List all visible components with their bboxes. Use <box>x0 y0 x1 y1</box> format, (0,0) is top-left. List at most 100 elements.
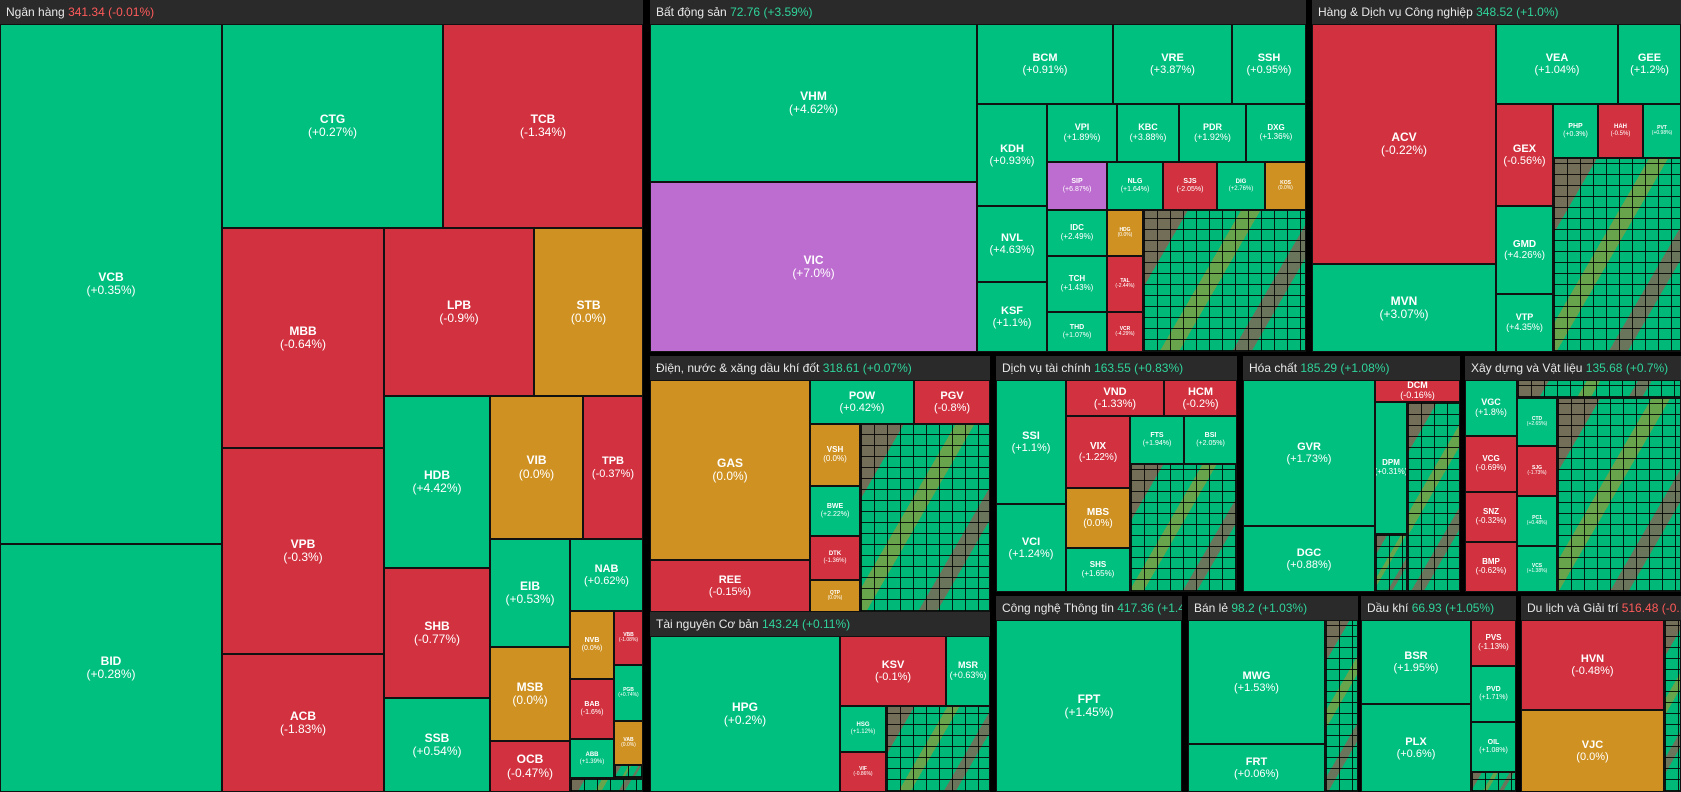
sector-header[interactable]: Xây dựng và Vật liệu 135.68 (+0.7%) <box>1465 356 1681 380</box>
sector-header[interactable]: Du lịch và Giải trí 516.48 (-0... <box>1521 596 1681 620</box>
stock-tile-dtk[interactable]: DTK (-1.36%) <box>810 536 860 580</box>
stock-tile-lpb[interactable]: LPB (-0.9%) <box>384 228 534 396</box>
stock-tile-sjg[interactable]: SJG (-1.73%) <box>1517 446 1557 496</box>
stock-tile-vif[interactable]: VIF (-0.86%) <box>840 752 886 792</box>
stock-tile-nvb[interactable]: NVB (0.0%) <box>570 611 614 679</box>
stock-tile-vtp[interactable]: VTP (+4.35%) <box>1496 294 1553 352</box>
stock-tile-stb[interactable]: STB (0.0%) <box>534 228 643 396</box>
stock-tile-vci[interactable]: VCI (+1.24%) <box>996 504 1066 592</box>
stock-tile-gex[interactable]: GEX (-0.56%) <box>1496 104 1553 206</box>
stock-tile-eib[interactable]: EIB (+0.53%) <box>490 539 570 647</box>
stock-tile-thd[interactable]: THD (+1.07%) <box>1047 312 1107 352</box>
small-caps-cluster[interactable] <box>570 778 643 792</box>
stock-tile-sip[interactable]: SIP (+6.87%) <box>1047 162 1107 210</box>
sector-header[interactable]: Tài nguyên Cơ bản 143.24 (+0.11%) <box>650 612 990 636</box>
stock-tile-ssb[interactable]: SSB (+0.54%) <box>384 698 490 792</box>
stock-tile-vnd[interactable]: VND (-1.33%) <box>1066 380 1164 416</box>
stock-tile-bid[interactable]: BID (+0.28%) <box>0 544 222 792</box>
stock-tile-vgc[interactable]: VGC (+1.8%) <box>1465 380 1517 436</box>
stock-tile-sjs[interactable]: SJS (-2.05%) <box>1163 162 1217 210</box>
sector-header[interactable]: Ngân hàng 341.34 (-0.01%) <box>0 0 643 24</box>
small-caps-cluster[interactable] <box>1517 380 1681 398</box>
stock-tile-fpt[interactable]: FPT (+1.45%) <box>996 620 1182 792</box>
stock-tile-vea[interactable]: VEA (+1.04%) <box>1496 24 1618 104</box>
stock-tile-idc[interactable]: IDC (+2.49%) <box>1047 210 1107 256</box>
small-caps-cluster[interactable] <box>1143 210 1306 352</box>
stock-tile-vpb[interactable]: VPB (-0.3%) <box>222 448 384 654</box>
stock-tile-vcg[interactable]: VCG (-0.69%) <box>1465 436 1517 492</box>
sector-header[interactable]: Bất động sản 72.76 (+3.59%) <box>650 0 1306 24</box>
stock-tile-vcb[interactable]: VCB (+0.35%) <box>0 24 222 544</box>
stock-tile-gas[interactable]: GAS (0.0%) <box>650 380 810 560</box>
stock-tile-msr[interactable]: MSR (+0.63%) <box>946 636 990 706</box>
stock-tile-acb[interactable]: ACB (-1.83%) <box>222 654 384 792</box>
stock-tile-vab[interactable]: VAB (0.0%) <box>614 721 643 765</box>
stock-tile-ocb[interactable]: OCB (-0.47%) <box>490 741 570 792</box>
stock-tile-pvt[interactable]: PVT (+0.98%) <box>1643 104 1681 158</box>
small-caps-cluster[interactable] <box>1664 620 1681 792</box>
stock-tile-pvs[interactable]: PVS (-1.13%) <box>1471 620 1516 666</box>
stock-tile-vix[interactable]: VIX (-1.22%) <box>1066 416 1130 488</box>
stock-tile-ksf[interactable]: KSF (+1.1%) <box>977 282 1047 352</box>
stock-tile-ksv[interactable]: KSV (-0.1%) <box>840 636 946 706</box>
sector-header[interactable]: Hóa chất 185.29 (+1.08%) <box>1243 356 1460 380</box>
sector-header[interactable]: Dịch vụ tài chính 163.55 (+0.83%) <box>996 356 1237 380</box>
small-caps-cluster[interactable] <box>1407 402 1460 592</box>
stock-tile-hah[interactable]: HAH (-0.5%) <box>1598 104 1643 158</box>
small-caps-cluster[interactable] <box>1553 158 1681 352</box>
stock-tile-oil[interactable]: OIL (+1.08%) <box>1471 722 1516 772</box>
stock-tile-tal[interactable]: TAL (-2.44%) <box>1107 256 1143 312</box>
stock-tile-gvr[interactable]: GVR (+1.73%) <box>1243 380 1375 526</box>
stock-tile-bsr[interactable]: BSR (+1.95%) <box>1361 620 1471 704</box>
stock-tile-ssi[interactable]: SSI (+1.1%) <box>996 380 1066 504</box>
stock-tile-vhm[interactable]: VHM (+4.62%) <box>650 24 977 182</box>
stock-tile-dxg[interactable]: DXG (+1.36%) <box>1246 104 1306 162</box>
stock-tile-kdh[interactable]: KDH (+0.93%) <box>977 104 1047 206</box>
stock-tile-shs[interactable]: SHS (+1.65%) <box>1066 548 1130 592</box>
stock-tile-gmd[interactable]: GMD (+4.26%) <box>1496 206 1553 294</box>
stock-tile-mwg[interactable]: MWG (+1.53%) <box>1188 620 1325 744</box>
sector-header[interactable]: Bán lẻ 98.2 (+1.03%) <box>1188 596 1358 620</box>
stock-tile-hvn[interactable]: HVN (-0.48%) <box>1521 620 1664 710</box>
stock-tile-ctg[interactable]: CTG (+0.27%) <box>222 24 443 228</box>
stock-tile-vib[interactable]: VIB (0.0%) <box>490 396 583 539</box>
stock-tile-vic[interactable]: VIC (+7.0%) <box>650 182 977 352</box>
stock-tile-hsg[interactable]: HSG (+1.12%) <box>840 706 886 752</box>
sector-header[interactable]: Dầu khí 66.93 (+1.05%) <box>1361 596 1516 620</box>
stock-tile-nab[interactable]: NAB (+0.62%) <box>570 539 643 611</box>
stock-tile-php[interactable]: PHP (+0.3%) <box>1553 104 1598 158</box>
stock-tile-hpg[interactable]: HPG (+0.2%) <box>650 636 840 792</box>
stock-tile-gee[interactable]: GEE (+1.2%) <box>1618 24 1681 104</box>
stock-tile-dgc[interactable]: DGC (+0.88%) <box>1243 526 1375 592</box>
sector-header[interactable]: Công nghệ Thông tin 417.36 (+1.4... <box>996 596 1182 620</box>
stock-tile-bwe[interactable]: BWE (+2.22%) <box>810 486 860 536</box>
stock-tile-qtp[interactable]: QTP (0.0%) <box>810 580 860 612</box>
stock-tile-fts[interactable]: FTS (+1.94%) <box>1130 416 1184 464</box>
stock-tile-vsh[interactable]: VSH (0.0%) <box>810 424 860 486</box>
small-caps-cluster[interactable] <box>1375 534 1407 592</box>
stock-tile-ssh[interactable]: SSH (+0.95%) <box>1232 24 1306 104</box>
stock-tile-dcm[interactable]: DCM (-0.16%) <box>1375 380 1460 402</box>
stock-tile-pgv[interactable]: PGV (-0.8%) <box>914 380 990 424</box>
stock-tile-ctd[interactable]: CTD (+2.65%) <box>1517 398 1557 446</box>
sector-header[interactable]: Hàng & Dịch vụ Công nghiệp 348.52 (+1.0%… <box>1312 0 1681 24</box>
stock-tile-vbb[interactable]: VBB (-1.08%) <box>614 611 643 665</box>
stock-tile-bsi[interactable]: BSI (+2.05%) <box>1184 416 1237 464</box>
stock-tile-abb[interactable]: ABB (+1.39%) <box>570 739 614 778</box>
stock-tile-mbb[interactable]: MBB (-0.64%) <box>222 228 384 448</box>
stock-tile-nlg[interactable]: NLG (+1.64%) <box>1107 162 1163 210</box>
small-caps-cluster[interactable] <box>1325 620 1358 792</box>
stock-tile-vre[interactable]: VRE (+3.87%) <box>1113 24 1232 104</box>
small-caps-cluster[interactable] <box>614 765 643 778</box>
stock-tile-bcm[interactable]: BCM (+0.91%) <box>977 24 1113 104</box>
stock-tile-hdb[interactable]: HDB (+4.42%) <box>384 396 490 568</box>
small-caps-cluster[interactable] <box>860 424 990 612</box>
stock-tile-dig[interactable]: DIG (+2.76%) <box>1217 162 1265 210</box>
stock-tile-mbs[interactable]: MBS (0.0%) <box>1066 488 1130 548</box>
sector-header[interactable]: Điện, nước & xăng dầu khí đốt 318.61 (+0… <box>650 356 990 380</box>
stock-tile-tpb[interactable]: TPB (-0.37%) <box>583 396 643 539</box>
stock-tile-shb[interactable]: SHB (-0.77%) <box>384 568 490 698</box>
stock-tile-tcb[interactable]: TCB (-1.34%) <box>443 24 643 228</box>
stock-tile-vcr[interactable]: VCR (-4.29%) <box>1107 312 1143 352</box>
stock-tile-vjc[interactable]: VJC (0.0%) <box>1521 710 1664 792</box>
